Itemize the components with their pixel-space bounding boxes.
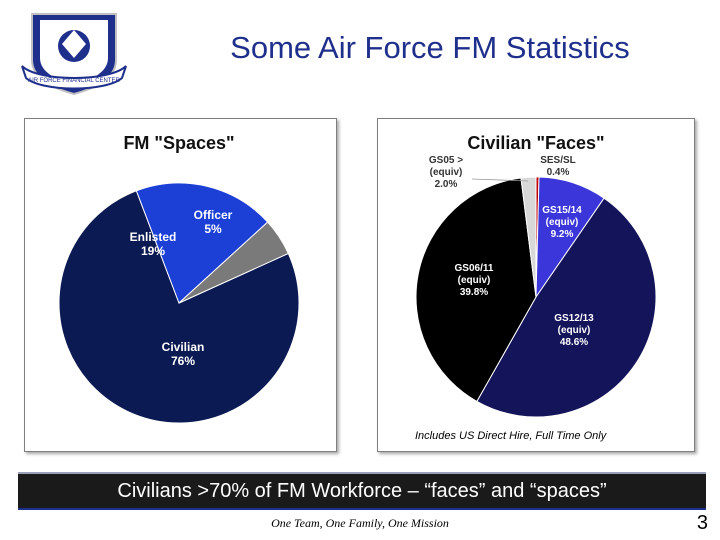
slice-label-officer: Officer 5%: [194, 208, 233, 236]
leader-line-gs05-equiv: [471, 178, 529, 182]
chart-footnote: Includes US Direct Hire, Full Time Only: [415, 430, 607, 442]
summary-banner: Civilians >70% of FM Workforce – “faces”…: [18, 472, 706, 510]
footer-tagline: One Team, One Family, One Mission: [271, 516, 449, 530]
pie-slice-officer: [178, 221, 289, 304]
slice-label-gs06-11-equiv: GS06/11 (equiv) 39.8%: [455, 263, 494, 298]
slice-label-ses-sl: SES/SL 0.4%: [540, 155, 576, 178]
pie-slice-enlisted: [135, 182, 269, 304]
civilian-faces-chart-panel: Civilian "Faces" SES/SL 0.4% GS15/14 (equiv)…: [377, 118, 695, 452]
slice-label-gs15-14-equiv: GS15/14 (equiv) 9.2%: [542, 205, 582, 240]
slide-title: Some Air Force FM Statistics: [230, 30, 630, 65]
slice-label-gs05-equiv: GS05 > (equiv) 2.0%: [429, 155, 463, 190]
slice-label-enlisted: Enlisted 19%: [130, 230, 177, 258]
fm-spaces-chart-panel: FM "Spaces" Civilian 76% Enlisted 19% Officer…: [24, 118, 337, 452]
page-number: 3: [696, 512, 708, 534]
chart-title: Civilian "Faces": [467, 133, 604, 153]
air-force-financial-center-logo: AIR FORCE FINANCIAL CENTER: [21, 13, 127, 96]
fm-spaces-pie-chart: FM "Spaces" Civilian 76% Enlisted 19% Officer…: [58, 133, 300, 424]
pie-slice-gs12-13-equiv: [476, 197, 657, 418]
civilian-faces-pie-chart: Civilian "Faces"SES/SL 0.4% GS15/14 (equiv)…: [415, 133, 657, 418]
slice-label-gs12-13-equiv: GS12/13 (equiv) 48.6%: [554, 313, 594, 348]
pie-slice-gs06-11-equiv: [415, 177, 537, 403]
pie-slice-civilian: [58, 190, 300, 424]
svg-text:AIR FORCE FINANCIAL CENTER: AIR FORCE FINANCIAL CENTER: [28, 78, 120, 84]
slice-label-civilian: Civilian 76%: [162, 340, 205, 368]
chart-title: FM "Spaces": [123, 133, 234, 153]
pie-slice-gs05-equiv: [520, 176, 537, 298]
